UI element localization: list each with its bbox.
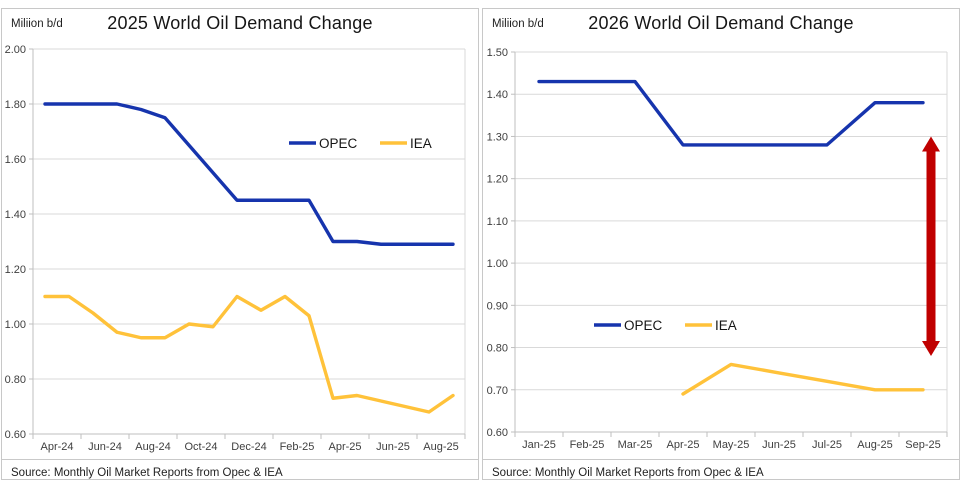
opec-line <box>537 79 925 147</box>
y-tick-label: 1.40 <box>487 89 508 101</box>
y-tick-label: 1.30 <box>487 131 508 143</box>
chart-header: Miliion b/d 2025 World Oil Demand Change <box>2 9 478 39</box>
demand-chart-2026: 1.50 1.40 1.30 1.20 1.10 1.00 0.90 0.80 0.70 0.60… <box>487 47 948 451</box>
x-tick-label: Jul-25 <box>812 439 842 451</box>
iea-line <box>681 362 925 396</box>
x-tick-label: Aug-25 <box>857 439 892 451</box>
x-tick-label: Feb-25 <box>280 441 315 453</box>
x-tick-label: Apr-24 <box>40 441 73 453</box>
x-tick-label: Aug-25 <box>423 441 458 453</box>
y-tick-label: 1.20 <box>5 264 26 276</box>
demand-chart-2025: 2.00 1.80 1.60 1.40 1.20 1.00 0.80 0.60 Apr-24 Ju… <box>5 44 466 453</box>
opec-line <box>43 102 455 246</box>
legend-opec-label: OPEC <box>319 136 358 151</box>
y-tick-label: 1.20 <box>487 174 508 186</box>
legend-opec-label: OPEC <box>624 318 663 333</box>
x-tick-label: May-25 <box>713 439 750 451</box>
chart-header: Miliion b/d 2026 World Oil Demand Change <box>483 9 959 39</box>
y-tick-label: 0.90 <box>487 300 508 312</box>
chart-title: 2026 World Oil Demand Change <box>588 13 854 33</box>
x-tick-label: Dec-24 <box>231 441 266 453</box>
y-tick-label: 0.70 <box>487 385 508 397</box>
x-tick-label: Jun-24 <box>88 441 122 453</box>
x-tick-label: Apr-25 <box>666 439 699 451</box>
y-axis-unit-label: Miliion b/d <box>492 18 544 30</box>
panel-2026-demand-chart: Miliion b/d 2026 World Oil Demand Change… <box>482 8 960 480</box>
x-tick-label: Jun-25 <box>376 441 410 453</box>
x-tick-label: Oct-24 <box>184 441 217 453</box>
x-tick-label: Aug-24 <box>135 441 170 453</box>
x-tick-label: Mar-25 <box>618 439 653 451</box>
chart-footer: Source: Monthly Oil Market Reports from … <box>2 459 478 480</box>
y-tick-label: 1.80 <box>5 99 26 111</box>
y-tick-label: 1.10 <box>487 216 508 228</box>
x-tick-label: Apr-25 <box>328 441 361 453</box>
x-tick-label: Jun-25 <box>762 439 796 451</box>
y-tick-label: 0.60 <box>5 429 26 441</box>
iea-line <box>43 294 455 414</box>
x-tick-label: Feb-25 <box>570 439 605 451</box>
y-tick-label: 1.00 <box>5 319 26 331</box>
x-tick-label: Jan-25 <box>522 439 556 451</box>
y-tick-label: 1.60 <box>5 154 26 166</box>
chart-footer: Source: Monthly Oil Market Reports from … <box>483 459 959 480</box>
y-tick-label: 1.00 <box>487 258 508 270</box>
y-tick-label: 0.80 <box>5 374 26 386</box>
forecast-gap-arrow <box>922 136 940 356</box>
y-tick-label: 0.60 <box>487 427 508 439</box>
source-note: Source: Monthly Oil Market Reports from … <box>492 467 764 479</box>
y-tick-label: 1.50 <box>487 47 508 59</box>
y-axis-unit-label: Miliion b/d <box>11 18 63 30</box>
chart-title: 2025 World Oil Demand Change <box>107 13 373 33</box>
y-tick-label: 1.40 <box>5 209 26 221</box>
panel-2025-demand-chart: Miliion b/d 2025 World Oil Demand Change… <box>1 8 479 480</box>
source-note: Source: Monthly Oil Market Reports from … <box>11 467 283 479</box>
y-tick-label: 0.80 <box>487 343 508 355</box>
y-tick-label: 2.00 <box>5 44 26 56</box>
x-tick-label: Sep-25 <box>905 439 940 451</box>
legend-iea-label: IEA <box>715 318 737 333</box>
legend-iea-label: IEA <box>410 136 432 151</box>
